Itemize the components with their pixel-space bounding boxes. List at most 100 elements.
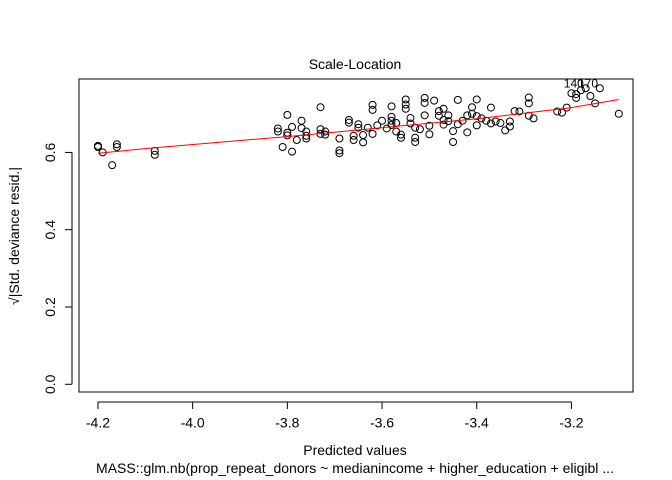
data-point (524, 99, 533, 108)
data-point (595, 84, 604, 93)
data-point (150, 150, 159, 159)
data-point (449, 127, 458, 136)
data-point (292, 136, 301, 145)
y-axis-label: √|Std. deviance resid.| (6, 167, 22, 305)
point-label: 170 (578, 77, 598, 91)
data-point (415, 125, 424, 134)
x-tick-label: -3.2 (559, 414, 583, 430)
data-point (463, 128, 472, 137)
data-point (453, 120, 462, 129)
point-label: 140 (564, 77, 584, 91)
data-point (359, 131, 368, 140)
x-axis: -4.2 -4.0 -3.8 -3.6 -3.4 -3.2 (86, 401, 584, 430)
data-point (567, 89, 576, 98)
data-point (420, 93, 429, 102)
data-point (401, 100, 410, 109)
data-point (411, 137, 420, 146)
x-axis-label: Predicted values (303, 442, 407, 458)
data-point (444, 111, 453, 120)
y-axis-label-radicand: Std. deviance resid. (6, 171, 22, 294)
data-point (321, 127, 330, 136)
data-point (586, 92, 595, 101)
x-tick-label: -3.6 (370, 414, 394, 430)
data-point (529, 114, 538, 123)
data-point (614, 109, 623, 118)
data-point (401, 95, 410, 104)
data-point (406, 114, 415, 123)
abs-bar-right: | (6, 167, 22, 171)
model-call-subtitle: MASS::glm.nb(prop_repeat_donors ~ median… (96, 460, 614, 476)
data-points (93, 84, 623, 170)
chart-title: Scale-Location (309, 56, 402, 72)
data-point (368, 100, 377, 109)
data-point (354, 120, 363, 129)
data-point (453, 95, 462, 104)
data-point (468, 109, 477, 118)
data-point (387, 102, 396, 111)
data-point (335, 149, 344, 158)
data-point (297, 116, 306, 125)
data-point (430, 96, 439, 105)
x-tick-label: -3.4 (465, 414, 489, 430)
data-point (439, 104, 448, 113)
data-point (273, 127, 282, 136)
data-point (472, 95, 481, 104)
data-point (486, 103, 495, 112)
data-point (387, 120, 396, 129)
data-point (425, 121, 434, 130)
x-tick-label: -4.0 (181, 414, 205, 430)
data-point (468, 103, 477, 112)
data-point (406, 119, 415, 128)
data-point (378, 116, 387, 125)
data-point (425, 130, 434, 139)
data-point (359, 138, 368, 147)
data-point (93, 143, 102, 152)
data-point (472, 121, 481, 130)
data-point (411, 133, 420, 142)
data-point (396, 130, 405, 139)
data-point (387, 116, 396, 125)
smoother-line (97, 98, 619, 154)
data-point (363, 123, 372, 132)
y-axis: 0.0 0.2 0.4 0.6 (42, 142, 73, 394)
abs-bar-left: | (6, 294, 22, 298)
data-point (505, 117, 514, 126)
data-point (382, 124, 391, 133)
data-point (401, 104, 410, 113)
data-point (349, 131, 358, 140)
data-point (302, 131, 311, 140)
data-point (486, 119, 495, 128)
data-point (108, 161, 117, 170)
data-point (316, 125, 325, 134)
y-tick-label: 0.6 (42, 142, 58, 162)
data-point (112, 140, 121, 149)
data-point (321, 130, 330, 139)
data-point (524, 93, 533, 102)
data-point (496, 119, 505, 128)
data-point (344, 118, 353, 127)
data-point (553, 107, 562, 116)
data-point (434, 111, 443, 120)
data-point (463, 111, 472, 120)
data-point (112, 143, 121, 152)
data-point (472, 112, 481, 121)
data-point (273, 124, 282, 133)
y-axis-label-text: √|Std. deviance resid.| (6, 167, 22, 305)
data-point (335, 134, 344, 143)
data-point (387, 112, 396, 121)
data-point (439, 115, 448, 124)
data-point (373, 121, 382, 130)
data-point (344, 115, 353, 124)
y-tick-label: 0.4 (42, 220, 58, 240)
data-point (349, 136, 358, 145)
data-point (434, 107, 443, 116)
data-point (297, 124, 306, 133)
y-tick-label: 0.2 (42, 297, 58, 317)
data-point (576, 86, 585, 95)
data-point (420, 111, 429, 120)
data-point (572, 90, 581, 99)
data-point (283, 110, 292, 119)
x-tick-label: -3.8 (275, 414, 299, 430)
